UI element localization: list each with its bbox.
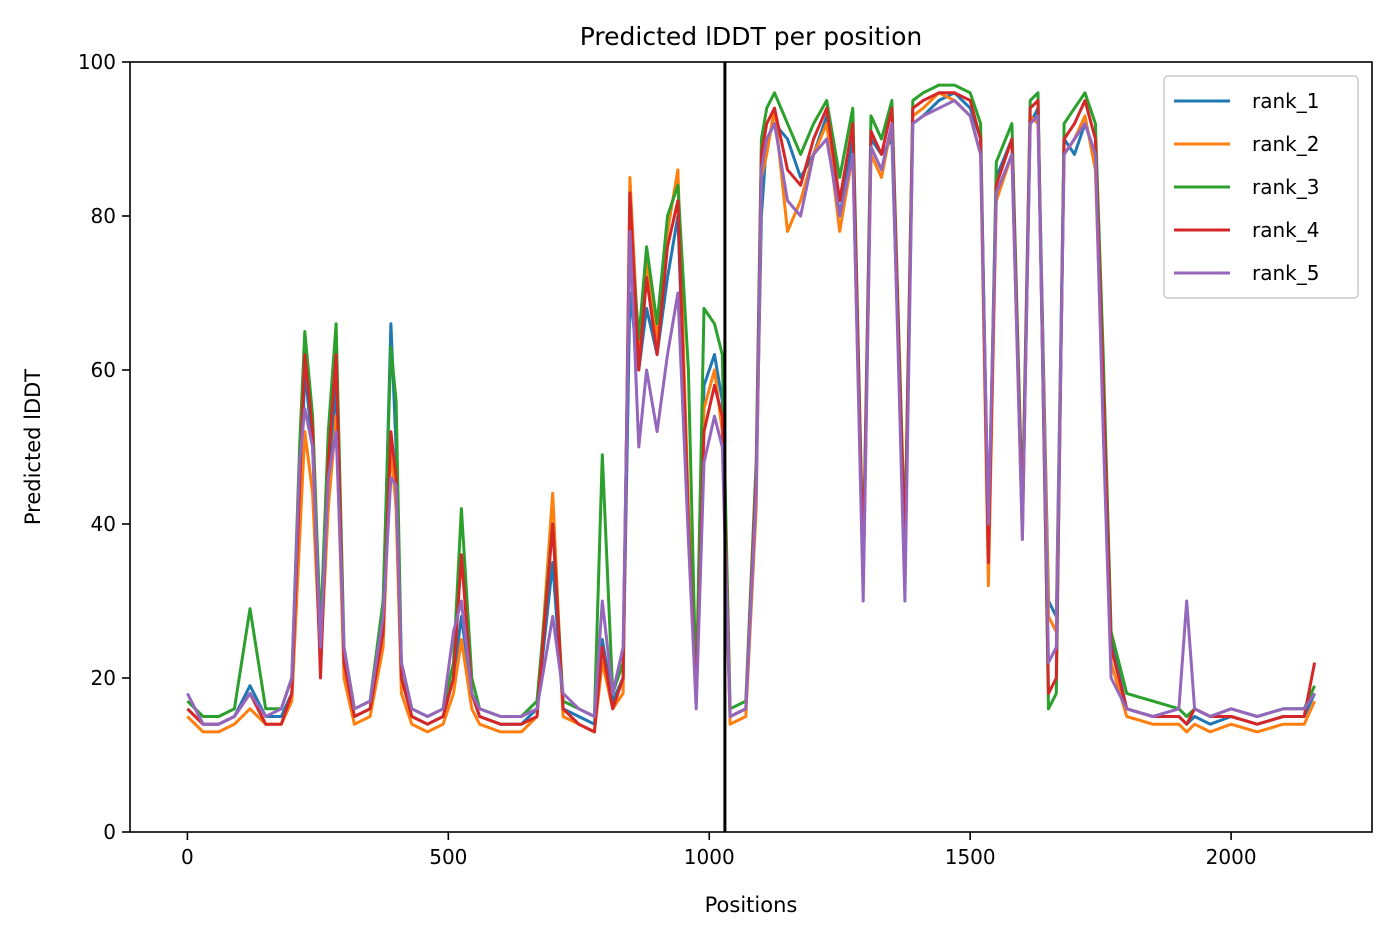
x-axis-ticks: 0 500 1000 1500 2000 [181,832,1257,869]
x-axis-label: Positions [705,893,798,917]
legend-label-rank-5: rank_5 [1252,261,1319,285]
y-axis-ticks: 0 20 40 60 80 100 [78,50,130,844]
y-tick-label: 100 [78,50,116,74]
x-tick-label: 0 [181,845,194,869]
y-tick-label: 20 [91,666,116,690]
plot-lines [186,83,1317,734]
chart-title: Predicted lDDT per position [580,22,922,51]
legend-label-rank-3: rank_3 [1252,175,1319,199]
x-tick-label: 2000 [1206,845,1257,869]
plot-frame [129,61,1373,833]
legend: rank_1 rank_2 rank_3 rank_4 rank_5 [1163,75,1359,299]
series-line-rank-5 [186,99,1316,726]
y-tick-label: 40 [91,512,116,536]
legend-box [1163,75,1359,299]
x-tick-label: 1500 [945,845,996,869]
y-tick-label: 0 [103,820,116,844]
legend-label-rank-4: rank_4 [1252,218,1319,242]
x-tick-label: 1000 [684,845,735,869]
legend-label-rank-1: rank_1 [1252,89,1319,113]
legend-label-rank-2: rank_2 [1252,132,1319,156]
y-tick-label: 80 [91,204,116,228]
series-line-rank-2 [186,91,1316,734]
y-axis-label: Predicted lDDT [21,369,45,525]
x-tick-label: 500 [429,845,467,869]
series-line-rank-4 [186,91,1317,734]
y-tick-label: 60 [91,358,116,382]
